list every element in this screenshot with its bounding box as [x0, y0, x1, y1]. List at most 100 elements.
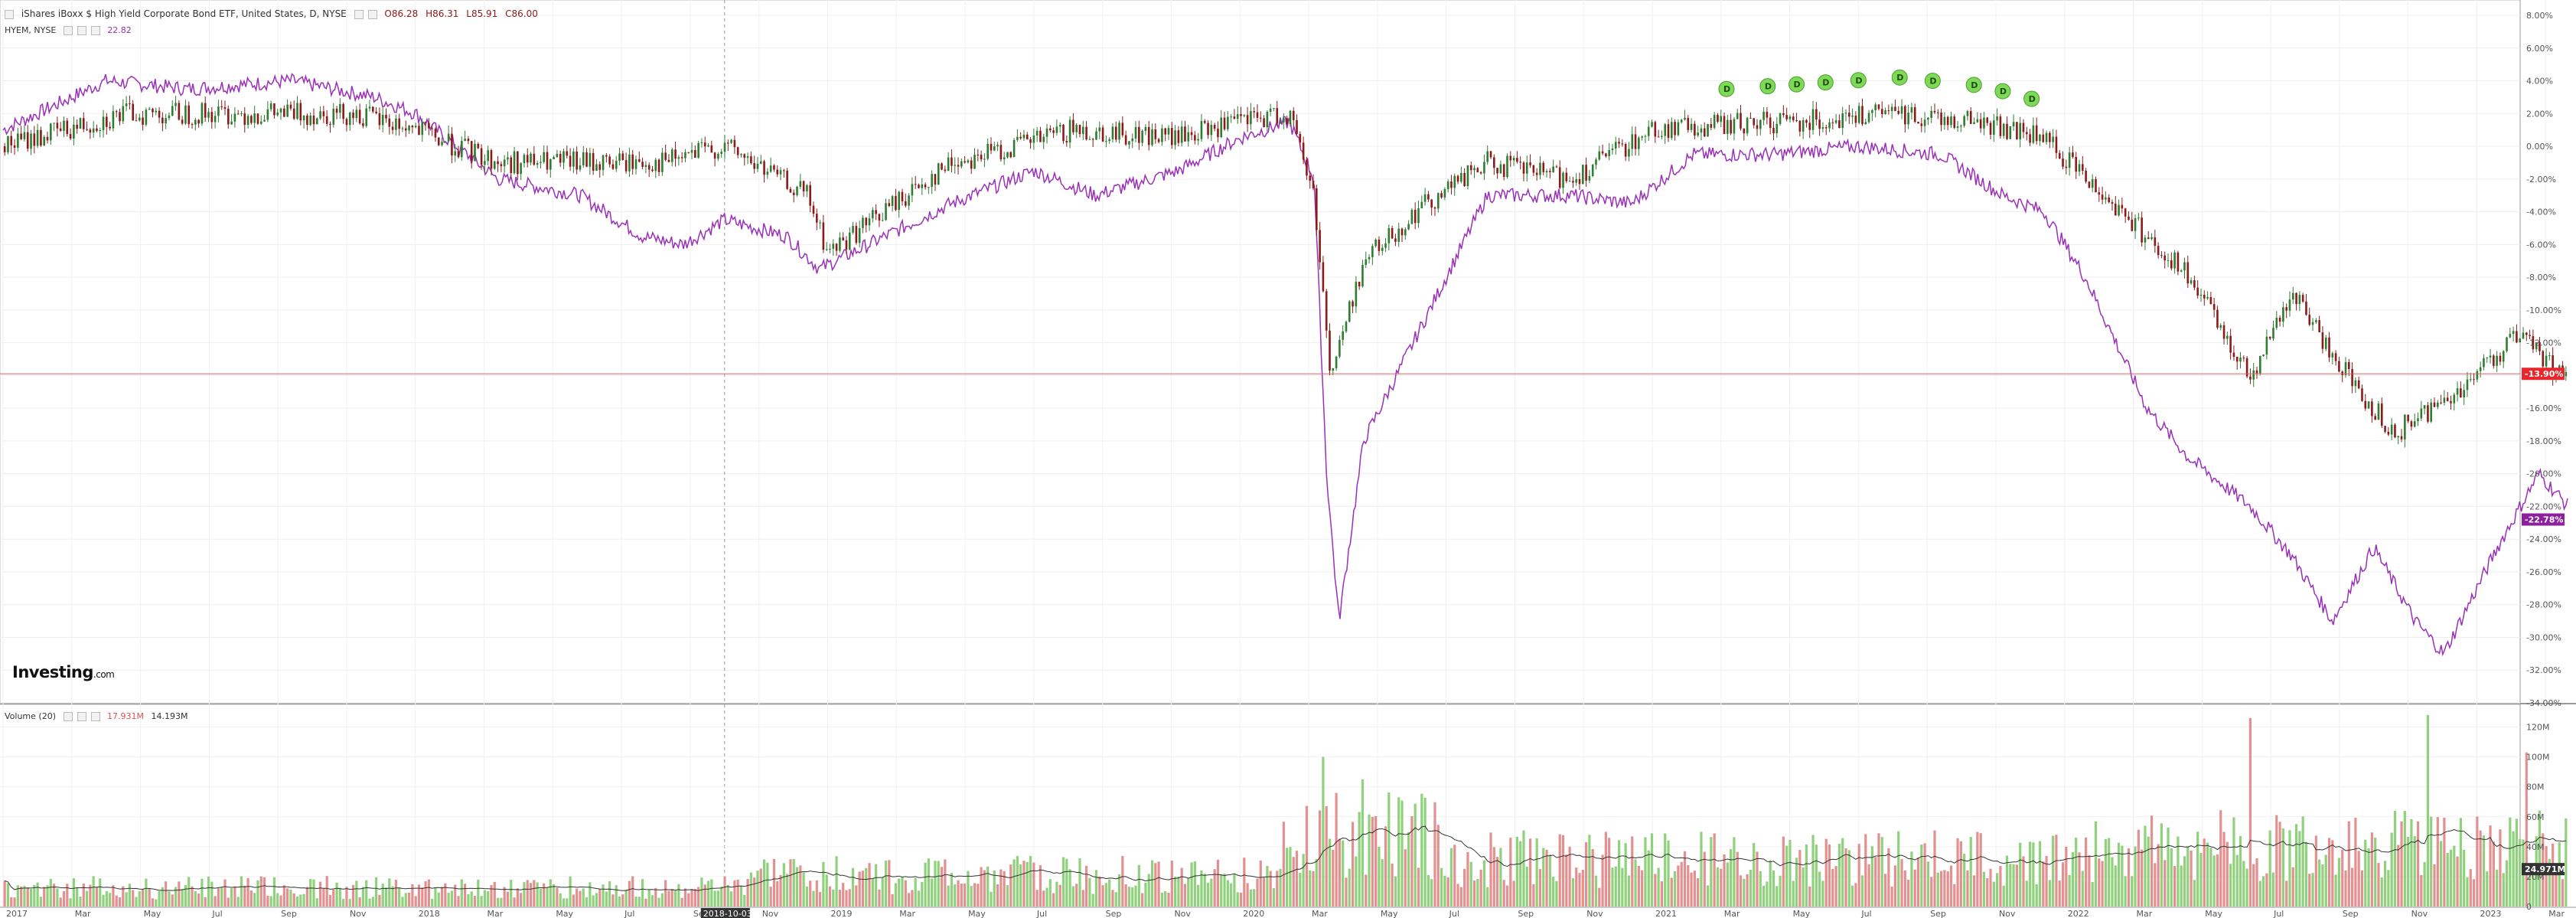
- candle-body: [2203, 294, 2206, 299]
- candle-body: [319, 111, 321, 119]
- volume-bar: [1449, 848, 1453, 907]
- candle-body: [1266, 112, 1269, 128]
- candle-body: [246, 116, 249, 126]
- volume-bar: [454, 884, 457, 907]
- candle-body: [381, 114, 384, 126]
- candle-body: [1943, 116, 1946, 126]
- volume-bar: [171, 894, 174, 907]
- compare-symbol: HYEM, NYSE: [5, 25, 57, 35]
- volume-bar: [2403, 811, 2406, 907]
- close-icon[interactable]: [90, 712, 100, 721]
- volume-bar: [1969, 837, 1972, 907]
- eye-icon[interactable]: [63, 26, 73, 35]
- volume-bar: [1012, 859, 1016, 907]
- volume-bar: [980, 867, 983, 907]
- candle-body: [470, 141, 473, 162]
- dividend-marker[interactable]: D: [1924, 73, 1941, 90]
- volume-bar: [1860, 875, 1864, 907]
- candle-body: [852, 226, 854, 233]
- candle-body: [2058, 152, 2061, 159]
- dividend-marker[interactable]: D: [1994, 83, 2011, 100]
- candle-body: [2400, 436, 2403, 439]
- dividend-marker[interactable]: D: [1718, 80, 1735, 97]
- candle-body: [1141, 130, 1143, 143]
- candle-body: [2082, 164, 2084, 171]
- candle-body: [408, 126, 410, 131]
- candle-body: [736, 147, 739, 155]
- volume-bar: [2446, 852, 2449, 907]
- volume-bar: [1453, 844, 1456, 907]
- candle-body: [885, 203, 887, 221]
- volume-bar: [1815, 844, 1818, 907]
- settings-icon[interactable]: [354, 9, 364, 19]
- dividend-marker[interactable]: D: [2023, 90, 2040, 107]
- volume-bar: [1926, 861, 1929, 907]
- candle-body: [1762, 111, 1765, 120]
- volume-bar: [2463, 849, 2466, 907]
- volume-bar: [2449, 849, 2453, 907]
- candle-body: [40, 129, 42, 146]
- volume-bar: [1746, 874, 1749, 907]
- volume-bar: [2347, 821, 2350, 907]
- dividend-marker[interactable]: D: [1965, 77, 1982, 93]
- candle-body: [2519, 338, 2522, 343]
- dividend-marker[interactable]: D: [1850, 72, 1867, 89]
- dividend-marker[interactable]: D: [1759, 78, 1776, 95]
- dividend-marker-circle: [1924, 73, 1941, 90]
- candle-body: [710, 145, 713, 153]
- volume-bar: [1588, 835, 1591, 907]
- settings-icon[interactable]: [77, 712, 86, 721]
- candle-body: [914, 184, 917, 185]
- candle-body: [1601, 151, 1604, 154]
- volume-bar: [2492, 841, 2495, 907]
- volume-bar: [233, 886, 236, 907]
- volume-bar: [1532, 884, 1535, 907]
- candle-body: [421, 122, 424, 136]
- x-tick-label: 2018: [419, 909, 440, 918]
- candle-body: [2105, 198, 2107, 200]
- dividend-markers[interactable]: D D D D D D D DDD: [1718, 69, 2040, 107]
- x-tick-label: May: [968, 909, 986, 918]
- dividend-marker[interactable]: D: [1789, 76, 1805, 93]
- volume-bar: [2466, 877, 2469, 907]
- eye-icon[interactable]: [63, 712, 73, 721]
- candle-body: [1012, 139, 1016, 158]
- candle-body: [2433, 402, 2436, 407]
- candle-body: [2196, 287, 2199, 296]
- candle-body: [263, 119, 266, 122]
- dividend-marker[interactable]: D: [1891, 69, 1908, 86]
- x-tick-label: Nov: [762, 909, 779, 918]
- volume-bar: [375, 877, 378, 907]
- volume-bar: [706, 880, 710, 907]
- candle-body: [1273, 108, 1275, 109]
- volume-bar: [2028, 841, 2032, 907]
- legend-title: iShares iBoxx $ High Yield Corporate Bon…: [21, 8, 347, 19]
- volume-bar: [1824, 838, 1828, 907]
- close-icon[interactable]: [90, 26, 100, 35]
- candle-body: [2075, 157, 2078, 172]
- volume-bar: [76, 887, 79, 907]
- volume-bar: [947, 885, 950, 907]
- candle-body: [2469, 379, 2472, 381]
- volume-bar: [835, 856, 838, 907]
- candle-body: [500, 164, 503, 167]
- candle-body: [1624, 144, 1627, 157]
- candle-body: [621, 153, 624, 161]
- candle-body: [1641, 136, 1643, 138]
- candle-body: [543, 152, 546, 162]
- volume-bar: [138, 890, 141, 907]
- candle-body: [404, 128, 407, 131]
- candle-body: [530, 153, 532, 163]
- candle-body: [457, 151, 460, 158]
- volume-bar: [1519, 841, 1522, 907]
- settings-icon[interactable]: [77, 26, 86, 35]
- volume-bar: [1137, 864, 1140, 907]
- volume-bar: [559, 893, 562, 907]
- close-icon[interactable]: [367, 9, 377, 19]
- toggle-icon[interactable]: [5, 9, 14, 19]
- dividend-marker[interactable]: D: [1817, 74, 1834, 91]
- volume-bar: [161, 887, 164, 907]
- volume-bar: [713, 890, 716, 907]
- candle-body: [2404, 414, 2406, 439]
